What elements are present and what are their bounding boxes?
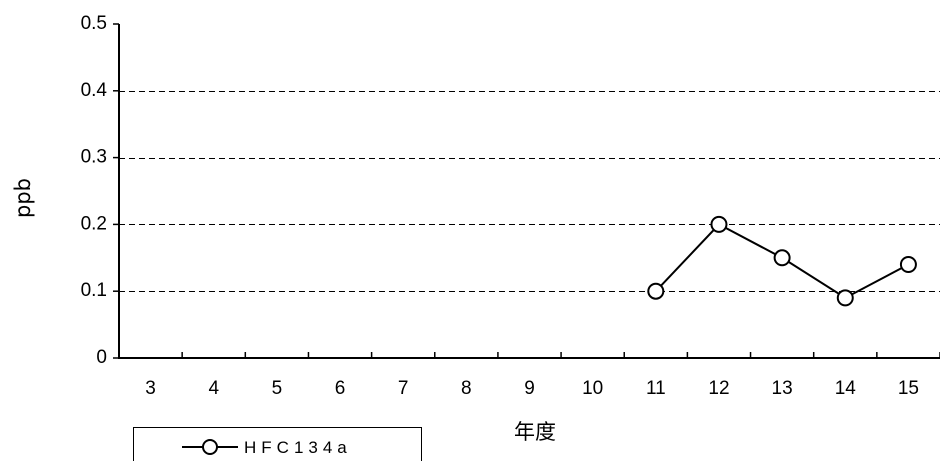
x-tick-label: 11 bbox=[646, 378, 666, 399]
x-axis-title: 年度 bbox=[514, 420, 556, 444]
x-tick-label: 10 bbox=[582, 378, 603, 399]
legend-box bbox=[133, 427, 422, 461]
data-point bbox=[647, 282, 665, 300]
x-tick-label: 6 bbox=[335, 378, 346, 399]
series-hfc134a bbox=[647, 215, 917, 307]
y-tick-label: 0.5 bbox=[81, 13, 107, 34]
y-tick-label: 0.2 bbox=[81, 213, 107, 234]
y-tick-label: 0 bbox=[96, 347, 107, 368]
gridlines bbox=[119, 91, 940, 292]
axes bbox=[118, 24, 940, 359]
x-tick-label: 15 bbox=[898, 378, 919, 399]
x-tick-label: 3 bbox=[145, 378, 156, 399]
data-point bbox=[836, 289, 854, 307]
y-tick-label: 0.4 bbox=[81, 80, 108, 101]
x-tick-label: 4 bbox=[208, 378, 219, 399]
y-tick-label: 0.1 bbox=[81, 280, 107, 301]
x-axis-tick-labels: 3 4 5 6 7 8 9 10 11 12 13 14 15 bbox=[145, 352, 940, 399]
legend-marker-swatch bbox=[202, 439, 218, 455]
data-point bbox=[899, 255, 917, 273]
x-tick-label: 8 bbox=[461, 378, 472, 399]
data-point bbox=[773, 249, 791, 267]
y-tick-label: 0.3 bbox=[81, 147, 107, 168]
data-point bbox=[710, 215, 728, 233]
x-tick-label: 12 bbox=[708, 378, 729, 399]
y-axis-title: ppb bbox=[11, 178, 35, 218]
x-tick-label: 9 bbox=[524, 378, 535, 399]
legend-label: HFC134a bbox=[244, 438, 352, 457]
x-tick-label: 5 bbox=[272, 378, 283, 399]
x-tick-label: 14 bbox=[835, 378, 857, 399]
x-tick-label: 13 bbox=[772, 378, 793, 399]
legend: HFC134a bbox=[133, 427, 422, 461]
y-axis-tick-labels: 0 0.1 0.2 0.3 0.4 0.5 bbox=[81, 13, 119, 368]
x-tick-label: 7 bbox=[398, 378, 409, 399]
